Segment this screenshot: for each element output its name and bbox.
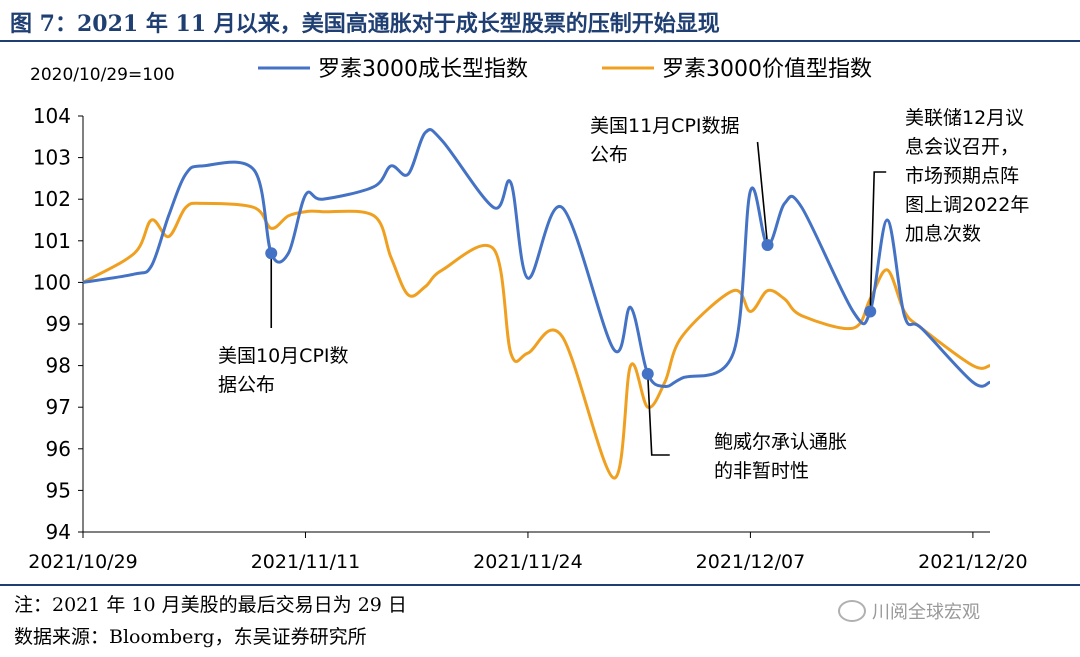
annotation-label: 鲍威尔承认通胀的非暂时性 xyxy=(714,431,847,482)
line-chart: 94 95 96 97 98 99 100 101 102 103 104 2021/10/29 202… xyxy=(28,57,1029,573)
watermark-text: 川阅全球宏观 xyxy=(872,602,980,623)
y-tick-label: 96 xyxy=(46,437,71,461)
chart-note: 注：2021 年 10 月美股的最后交易日为 29 日 xyxy=(14,594,407,616)
y-axis-label: 2020/10/29=100 xyxy=(30,65,175,85)
y-tick-label: 97 xyxy=(46,395,71,419)
y-tick-label: 102 xyxy=(33,187,71,211)
x-tick-label: 2021/11/24 xyxy=(473,551,583,573)
x-tick-label: 2021/12/20 xyxy=(918,551,1028,573)
y-tick-label: 100 xyxy=(33,270,71,294)
y-tick-label: 98 xyxy=(46,354,71,378)
annotation-marker xyxy=(641,367,654,380)
y-tick-label: 95 xyxy=(46,478,71,502)
x-tick-label: 2021/10/29 xyxy=(28,551,138,573)
title-underline xyxy=(0,40,1080,42)
footer-rule xyxy=(0,584,1080,586)
y-tick-label: 104 xyxy=(33,104,71,128)
annotation-leader xyxy=(756,141,769,246)
annotation-label: 美国11月CPI数据公布 xyxy=(590,115,740,166)
annotation-marker xyxy=(864,305,877,318)
annotation-label: 美国10月CPI数据公布 xyxy=(218,345,349,396)
wechat-icon xyxy=(838,600,866,622)
chart-source: 数据来源：Bloomberg，东吴证券研究所 xyxy=(14,626,367,648)
annotation-leader xyxy=(646,373,670,456)
growth-series-line xyxy=(82,128,991,388)
annotation-marker xyxy=(761,238,774,251)
annotation-leader xyxy=(869,171,887,312)
x-tick-label: 2021/11/11 xyxy=(251,551,361,573)
y-tick-label: 99 xyxy=(46,312,71,336)
value-series-line xyxy=(82,201,991,480)
watermark: 川阅全球宏观 xyxy=(838,598,980,624)
annotation-marker xyxy=(265,247,278,260)
y-tick-label: 94 xyxy=(46,520,71,544)
y-tick-label: 101 xyxy=(33,229,71,253)
chart-title: 图 7：2021 年 11 月以来，美国高通胀对于成长型股票的压制开始显现 xyxy=(10,11,720,37)
y-tick-label: 103 xyxy=(33,146,71,170)
x-tick-label: 2021/12/07 xyxy=(696,551,806,573)
annotation-label: 美联储12月议息会议召开，市场预期点阵图上调2022年加息次数 xyxy=(905,107,1029,245)
legend-growth-label: 罗素3000成长型指数 xyxy=(318,57,528,82)
legend-value-label: 罗素3000价值型指数 xyxy=(662,57,872,82)
